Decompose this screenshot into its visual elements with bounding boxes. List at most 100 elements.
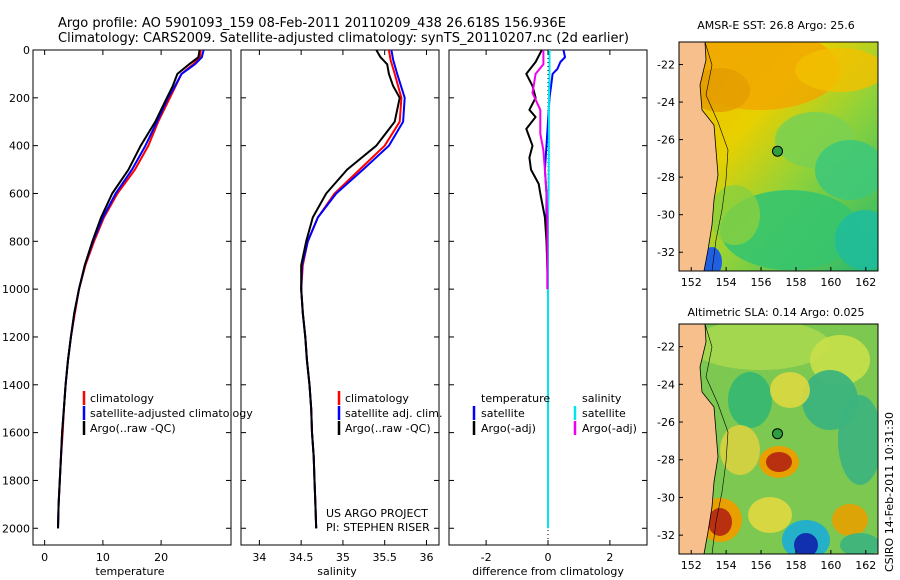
longitude-tick-label: 154	[716, 276, 737, 289]
sla-map-title: Altimetric SLA: 0.14 Argo: 0.025	[687, 306, 864, 319]
temperature-axes-frame	[32, 49, 232, 546]
x-tick-label: 0	[545, 551, 552, 564]
salinity-axis-label: salinity	[317, 565, 357, 578]
temperature-ticks: 0 10 20	[41, 50, 168, 564]
series-line-argo-raw-qc-	[300, 50, 401, 529]
longitude-tick-label: 152	[681, 559, 702, 572]
salinity-panel: 34 34.5 35 35.5 36 salinity climatology sate…	[240, 49, 442, 578]
salinity-ticks: 34 34.5 35 35.5 36	[252, 50, 433, 564]
sst-warm-patch	[690, 68, 750, 112]
x-tick-label: 2	[606, 551, 613, 564]
difference-panel: -2 0 2 difference from climatology tempera…	[448, 49, 648, 578]
latitude-tick-label: -26	[657, 416, 675, 429]
difference-legend: temperature salinity satellite Argo(-adj…	[472, 392, 637, 435]
x-tick-label: 20	[154, 551, 168, 564]
legend-header-temperature: temperature	[481, 392, 550, 405]
difference-axis-label: difference from climatology	[472, 565, 624, 578]
latitude-tick-label: -32	[657, 246, 675, 259]
depth-tick-label: 1200	[2, 331, 30, 344]
legend-satellite-adj: satellite adj. clim.	[345, 407, 442, 420]
sla-high-core	[708, 508, 732, 536]
x-tick-label: -2	[481, 551, 492, 564]
latitude-tick-label: -24	[657, 96, 675, 109]
sla-map-ticks: 152 154 156 158 160 162 -22 -24 -26 -28 -30 -32	[657, 341, 876, 572]
longitude-tick-label: 158	[785, 276, 806, 289]
project-credit: US ARGO PROJECT	[326, 507, 428, 520]
depth-ticks: 0 200 400 600 800 1000 1200 1400 1600 1800 2000	[2, 44, 231, 535]
sst-cool-patch	[815, 140, 878, 200]
latitude-tick-label: -30	[657, 491, 675, 504]
longitude-tick-label: 162	[855, 276, 876, 289]
depth-tick-label: 1800	[2, 474, 30, 487]
latitude-tick-label: -28	[657, 454, 675, 467]
sla-low-patch	[838, 395, 878, 485]
depth-tick-label: 600	[9, 187, 30, 200]
depth-tick-label: 1600	[2, 427, 30, 440]
sst-map-field	[679, 42, 878, 271]
sla-map: Altimetric SLA: 0.14 Argo: 0.025 152 154 1…	[657, 306, 879, 572]
sst-landmass	[679, 42, 719, 271]
x-tick-label: 34.5	[289, 551, 314, 564]
salinity-axes-frame	[240, 49, 440, 546]
temperature-panel: 0 200 400 600 800 1000 1200 1400 1600 1800 2000 0 1…	[2, 44, 253, 578]
latitude-tick-label: -28	[657, 171, 675, 184]
sla-float-marker	[772, 428, 783, 440]
longitude-tick-label: 156	[751, 276, 772, 289]
x-tick-label: 34	[252, 551, 266, 564]
longitude-tick-label: 162	[855, 559, 876, 572]
series-line-argo-raw-qc-	[57, 50, 201, 529]
series-line-climatology	[300, 50, 403, 529]
sla-landmass	[679, 324, 719, 554]
depth-tick-label: 400	[9, 140, 30, 153]
sst-map-title: AMSR-E SST: 26.8 Argo: 25.6	[697, 19, 855, 32]
legend-argo: Argo(..raw -QC)	[90, 422, 176, 435]
depth-tick-label: 1400	[2, 379, 30, 392]
legend-satellite-adjusted: satellite-adjusted climatology	[90, 407, 253, 420]
depth-tick-label: 2000	[2, 522, 30, 535]
sla-patch	[720, 425, 760, 475]
sla-coastline-contour	[704, 324, 729, 554]
temperature-series	[57, 50, 205, 529]
sla-low-patch	[840, 533, 878, 554]
longitude-tick-label: 158	[785, 559, 806, 572]
timestamp: CSIRO 14-Feb-2011 10:31:30	[883, 412, 896, 572]
sla-high-core	[766, 452, 792, 472]
legend-sal-satellite: satellite	[582, 407, 626, 420]
salinity-depth-ticks	[241, 49, 439, 529]
sst-mid-patch	[710, 185, 760, 245]
sla-low-core	[794, 533, 818, 554]
pi-credit: PI: STEPHEN RISER	[326, 521, 430, 534]
temperature-legend: climatology satellite-adjusted climatolo…	[82, 391, 253, 435]
series-line-salinity-satellite	[547, 50, 551, 529]
latitude-tick-label: -32	[657, 529, 675, 542]
figure-title: Argo profile: AO 5901093_159 08-Feb-2011…	[58, 16, 566, 31]
x-tick-label: 35.5	[372, 551, 397, 564]
latitude-tick-label: -24	[657, 378, 675, 391]
depth-tick-label: 1000	[2, 283, 30, 296]
latitude-tick-label: -26	[657, 134, 675, 147]
sla-patch	[770, 372, 810, 408]
sst-cool-patch	[835, 210, 878, 270]
legend-sal-argo: Argo(-adj)	[582, 422, 637, 435]
x-tick-label: 10	[96, 551, 110, 564]
longitude-tick-label: 156	[751, 559, 772, 572]
series-line-temperature-argo-adj-	[525, 50, 549, 290]
sla-patch	[748, 497, 792, 533]
sla-map-frame	[678, 323, 879, 555]
temperature-axis-label: temperature	[95, 565, 164, 578]
latitude-tick-label: -30	[657, 209, 675, 222]
depth-tick-label: 0	[23, 44, 30, 57]
sst-coastline-contour	[704, 42, 729, 271]
sla-low-patch	[728, 372, 772, 428]
legend-temp-satellite: satellite	[481, 407, 525, 420]
legend-header-salinity: salinity	[582, 392, 622, 405]
sla-patch	[690, 324, 830, 370]
sst-map-frame	[678, 41, 879, 272]
legend-argo: Argo(..raw -QC)	[345, 422, 431, 435]
legend-temp-argo: Argo(-adj)	[481, 422, 536, 435]
difference-depth-ticks	[449, 49, 647, 529]
longitude-tick-label: 152	[681, 276, 702, 289]
sst-map-ticks: 152 154 156 158 160 162 -22 -24 -26 -28 -30 -32	[657, 59, 876, 289]
sst-float-marker	[772, 145, 783, 157]
